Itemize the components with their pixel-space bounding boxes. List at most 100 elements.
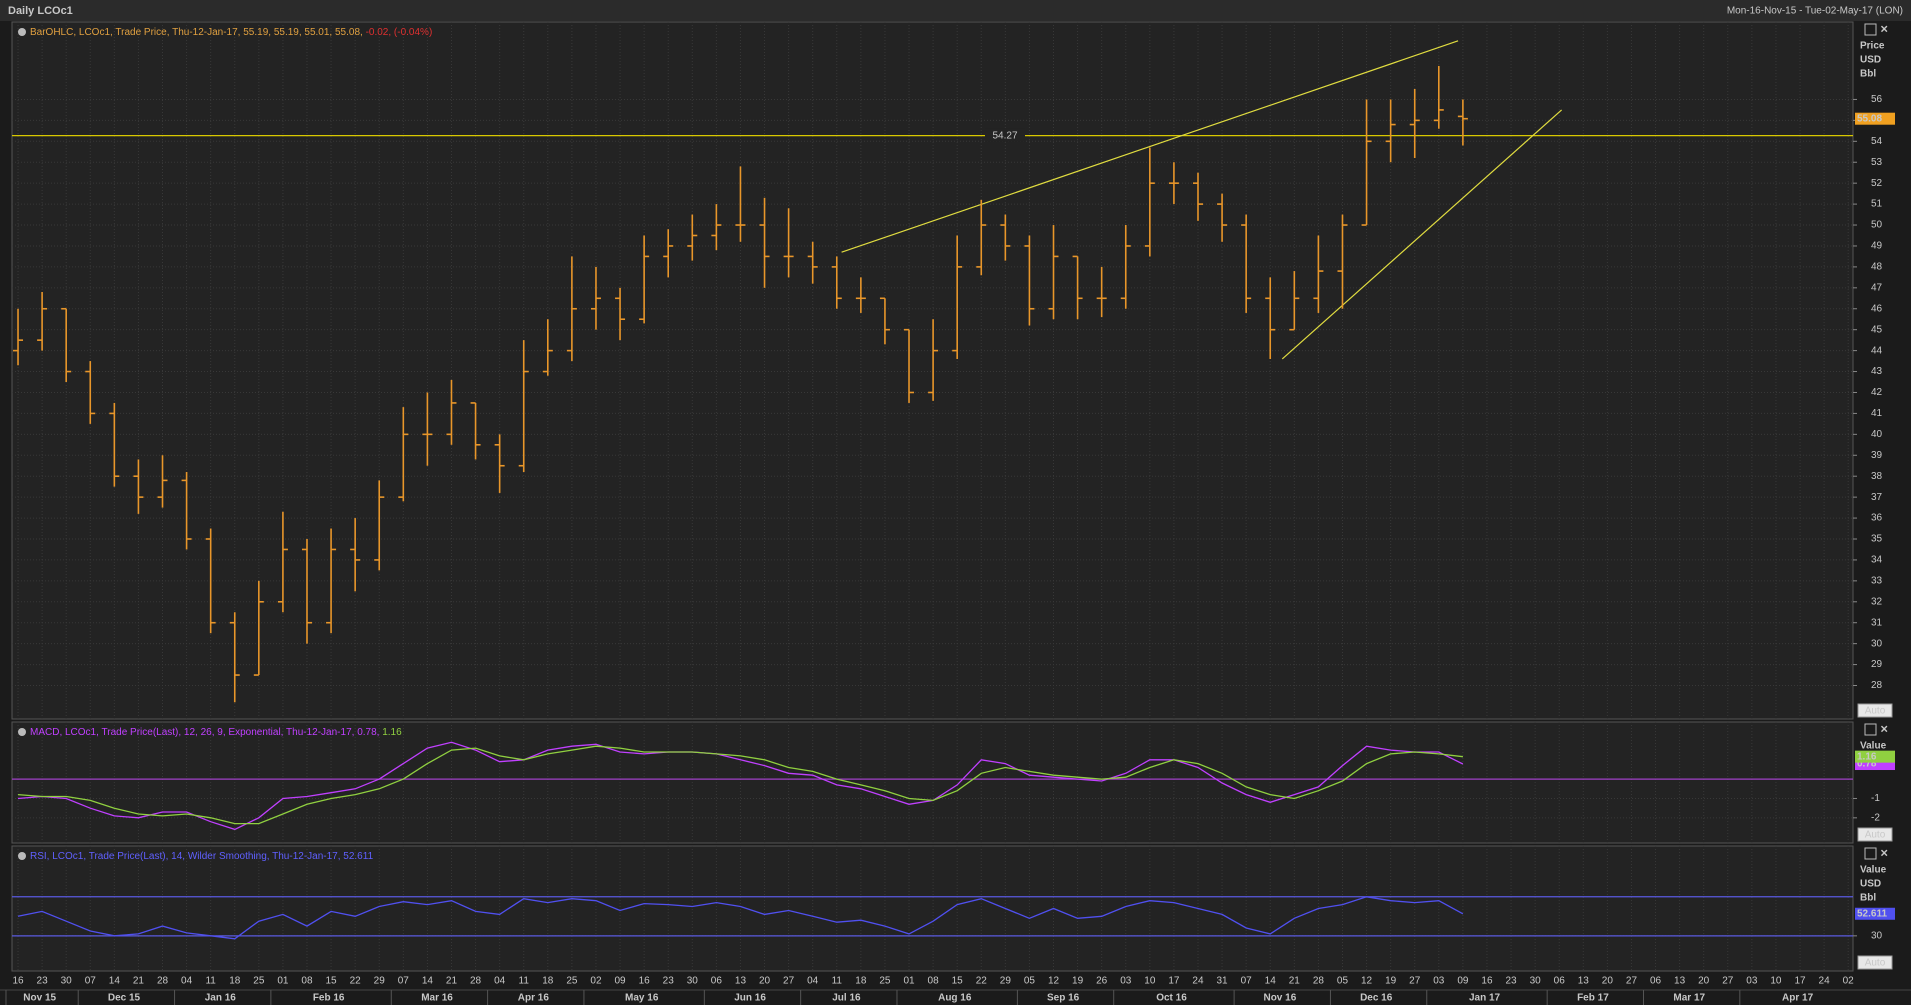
window-button[interactable] (1864, 23, 1877, 36)
x-tick-label: 23 (1505, 976, 1517, 987)
x-tick-label: 23 (37, 976, 49, 987)
value-badge (1855, 112, 1895, 125)
x-tick-label: 28 (157, 976, 169, 987)
y-tick-label: 30 (1871, 930, 1883, 941)
auto-button[interactable] (1857, 955, 1893, 970)
close-button[interactable]: ✕ (1880, 725, 1888, 736)
month-label: Jan 17 (1469, 993, 1501, 1004)
month-label: Apr 16 (518, 993, 550, 1004)
window-button[interactable] (1864, 723, 1877, 736)
x-tick-label: 21 (133, 976, 145, 987)
x-tick-label: 04 (181, 976, 193, 987)
x-tick-label: 05 (1337, 976, 1349, 987)
x-tick-label: 29 (374, 976, 386, 987)
month-label: Oct 16 (1156, 993, 1187, 1004)
x-tick-label: 18 (229, 976, 241, 987)
price-level-label-bg (985, 128, 1025, 142)
x-tick-label: 10 (1770, 976, 1782, 987)
y-tick-label: 53 (1871, 157, 1883, 168)
x-tick-label: 17 (1794, 976, 1806, 987)
x-tick-label: 02 (590, 976, 602, 987)
series-line (17, 745, 1463, 825)
x-tick-label: 08 (928, 976, 940, 987)
y-tick-label: 39 (1871, 450, 1883, 461)
x-tick-label: 27 (1722, 976, 1734, 987)
legend-part: MACD, LCOc1, Trade Price(Last), 12, 26, … (30, 727, 379, 738)
axis-title: Price (1860, 41, 1885, 52)
month-label: Sep 16 (1047, 993, 1080, 1004)
x-tick-label: 21 (446, 976, 458, 987)
x-tick-label: 25 (253, 976, 265, 987)
x-tick-label: 09 (614, 976, 626, 987)
x-tick-label: 31 (1217, 976, 1229, 987)
y-tick-label: -2 (1871, 812, 1880, 823)
x-tick-label: 14 (422, 976, 434, 987)
date-range: Mon-16-Nov-15 - Tue-02-May-17 (LON) (1727, 6, 1903, 17)
y-tick-label: 52 (1871, 178, 1883, 189)
auto-button-label[interactable]: Auto (1865, 706, 1886, 717)
month-label: Mar 17 (1673, 993, 1705, 1004)
y-tick-label: 32 (1871, 596, 1883, 607)
x-tick-label: 20 (1602, 976, 1614, 987)
x-tick-label: 16 (12, 976, 24, 987)
legend: MACD, LCOc1, Trade Price(Last), 12, 26, … (30, 727, 402, 738)
legend-part: -0.02, (-0.04%) (363, 27, 432, 38)
auto-button-label[interactable]: Auto (1865, 958, 1886, 969)
trend-line (841, 40, 1459, 253)
close-button[interactable]: ✕ (1880, 849, 1888, 860)
x-tick-label: 24 (1192, 976, 1204, 987)
y-tick-label: 43 (1871, 366, 1883, 377)
y-tick-label: 34 (1871, 555, 1883, 566)
x-tick-label: 30 (61, 976, 73, 987)
x-tick-label: 07 (85, 976, 97, 987)
title-bar (0, 0, 1911, 21)
axis-title: Bbl (1860, 69, 1876, 80)
x-tick-label: 01 (277, 976, 289, 987)
y-tick-label: 40 (1871, 429, 1883, 440)
x-tick-label: 04 (807, 976, 819, 987)
x-tick-label: 19 (1385, 976, 1397, 987)
legend-part: BarOHLC, LCOc1, Trade Price, Thu-12-Jan-… (30, 27, 363, 38)
x-tick-label: 22 (350, 976, 362, 987)
legend-part: RSI, LCOc1, Trade Price(Last), 14, Wilde… (30, 851, 374, 862)
month-label: Jan 16 (205, 993, 237, 1004)
legend-icon (18, 28, 26, 36)
series-line (17, 896, 1464, 940)
month-label: Nov 16 (1263, 993, 1296, 1004)
x-tick-label: 20 (1698, 976, 1710, 987)
y-tick-label: 50 (1871, 220, 1883, 231)
y-tick-label: 28 (1871, 680, 1883, 691)
y-tick-label: 33 (1871, 575, 1883, 586)
value-badge-label: 1.16 (1857, 751, 1877, 762)
x-tick-label: 24 (1819, 976, 1831, 987)
window-button[interactable] (1864, 847, 1877, 860)
y-tick-label: 45 (1871, 324, 1883, 335)
x-tick-label: 18 (542, 976, 554, 987)
x-tick-label: 11 (832, 976, 843, 987)
y-tick-label: 51 (1871, 199, 1883, 210)
x-tick-label: 13 (1578, 976, 1590, 987)
y-tick-label: 36 (1871, 513, 1883, 524)
month-label: Dec 15 (108, 993, 141, 1004)
auto-button-label[interactable]: Auto (1865, 830, 1886, 841)
x-tick-label: 08 (301, 976, 313, 987)
x-tick-label: 15 (952, 976, 964, 987)
month-label: Jun 16 (734, 993, 766, 1004)
x-tick-label: 16 (639, 976, 651, 987)
axis-title: USD (1860, 879, 1881, 890)
x-tick-label: 18 (855, 976, 867, 987)
panel-background (11, 721, 1854, 844)
value-badge (1855, 907, 1895, 920)
auto-button[interactable] (1857, 827, 1893, 842)
y-tick-label: 46 (1871, 303, 1883, 314)
auto-button[interactable] (1857, 703, 1893, 718)
y-tick-label: 42 (1871, 387, 1883, 398)
y-tick-label: 48 (1871, 262, 1883, 273)
close-button[interactable]: ✕ (1880, 25, 1888, 36)
x-tick-label: 03 (1433, 976, 1445, 987)
x-tick-label: 02 (1843, 976, 1855, 987)
axis-title: Bbl (1860, 893, 1876, 904)
legend: RSI, LCOc1, Trade Price(Last), 14, Wilde… (30, 851, 374, 862)
x-tick-label: 14 (109, 976, 121, 987)
y-tick-label: 38 (1871, 471, 1883, 482)
